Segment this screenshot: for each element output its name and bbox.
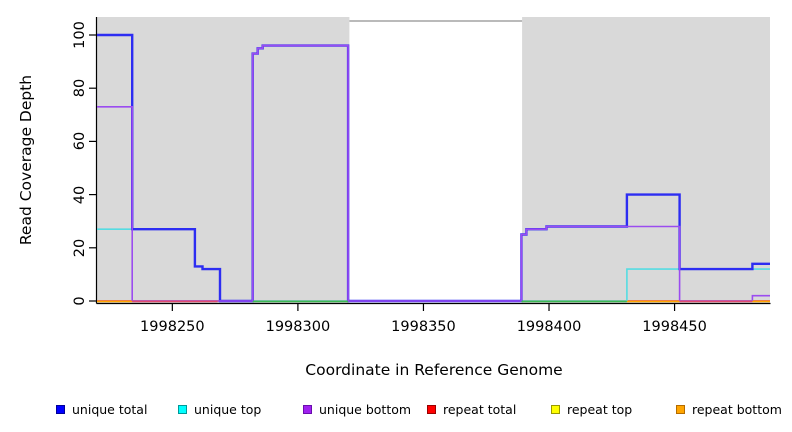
legend-item-repeat-total: repeat total: [427, 401, 516, 417]
x-tick-label: 1998350: [391, 319, 456, 335]
legend-label: unique bottom: [319, 401, 412, 417]
y-tick-label: 40: [72, 185, 88, 204]
legend-label: unique total: [72, 401, 148, 417]
y-axis-title: Read Coverage Depth: [17, 74, 35, 246]
x-tick-label: 1998250: [140, 319, 205, 335]
legend-swatch-unique-bottom-icon: [303, 404, 312, 414]
y-tick-label: 0: [72, 296, 88, 306]
legend-item-unique-top: unique top: [178, 401, 261, 417]
x-tick-label: 1998400: [516, 319, 582, 335]
legend-item-unique-total: unique total: [56, 401, 147, 417]
legend-swatch-repeat-total-icon: [427, 404, 436, 414]
legend-label: repeat total: [443, 401, 517, 417]
x-tick-label: 1998300: [265, 319, 331, 335]
x-tick-label: 1998450: [642, 319, 707, 335]
legend-item-repeat-top: repeat top: [551, 401, 632, 417]
plot-background-panel: [97, 17, 350, 304]
series-line-unique-bottom: [97, 44, 770, 302]
y-tick-label: 100: [72, 21, 88, 49]
legend-swatch-unique-top-icon: [178, 404, 187, 414]
x-axis-title: Coordinate in Reference Genome: [305, 361, 563, 379]
legend-swatch-unique-total-icon: [56, 404, 65, 414]
legend-item-unique-bottom: unique bottom: [303, 401, 411, 417]
legend-label: unique top: [194, 401, 262, 417]
legend-item-repeat-bottom: repeat bottom: [676, 401, 782, 417]
plot-background-panel: [522, 17, 770, 304]
y-tick-label: 60: [72, 132, 88, 151]
legend-label: repeat bottom: [692, 401, 782, 417]
legend-swatch-repeat-bottom-icon: [676, 404, 685, 414]
legend-label: repeat top: [567, 401, 633, 417]
y-tick-label: 20: [72, 238, 88, 258]
legend-swatch-repeat-top-icon: [551, 404, 560, 414]
y-tick-label: 80: [72, 78, 88, 98]
